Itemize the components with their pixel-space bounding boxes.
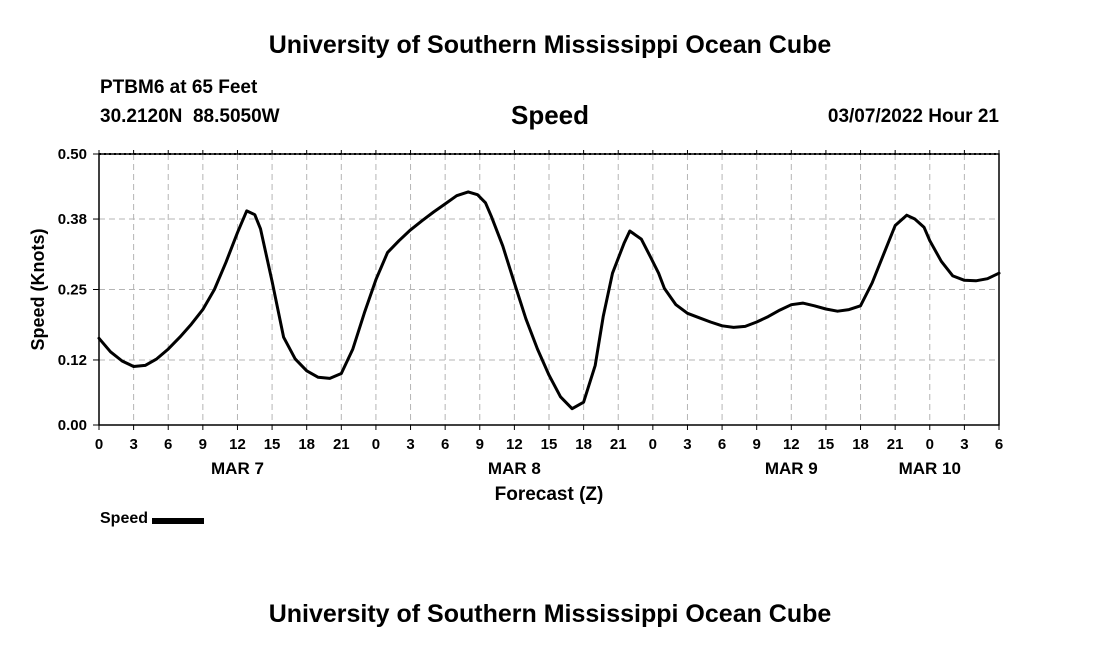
speed-series-line [97, 190, 1001, 411]
legend-label: Speed [100, 510, 149, 527]
y-tick-label: 0.00 [58, 417, 87, 434]
footer-title: University of Southern Mississippi Ocean… [268, 600, 832, 628]
axes: 0 3 6 9 12 15 18 21 0 3 6 9 12 15 18 21 0 3 6 9 12 15 18 21 0 3 6 0… [58, 146, 1003, 478]
x-tick-label: 15 [264, 436, 281, 453]
variable-title: Speed [510, 100, 590, 130]
x-tick-label: 21 [887, 436, 904, 453]
legend: Speed [100, 510, 205, 528]
grid [99, 154, 999, 425]
date-label: MAR 9 [765, 459, 818, 478]
x-tick-label: 0 [372, 436, 380, 453]
x-tick-label: 21 [610, 436, 627, 453]
forecast-datetime: 03/07/2022 Hour 21 [827, 106, 999, 127]
y-tick-label: 0.38 [58, 211, 87, 228]
x-tick-label: 15 [541, 436, 558, 453]
chart-title: University of Southern Mississippi Ocean… [268, 31, 832, 59]
latitude: 30.2120N [100, 106, 183, 127]
x-tick-label: 6 [995, 436, 1003, 453]
x-tick-label: 6 [441, 436, 449, 453]
x-tick-label: 9 [199, 436, 207, 453]
x-tick-label: 6 [718, 436, 726, 453]
x-tick-label: 0 [95, 436, 103, 453]
x-tick-label: 12 [506, 436, 523, 453]
date-label: MAR 8 [488, 459, 541, 478]
date-label: MAR 7 [211, 459, 264, 478]
y-tick-label: 0.12 [58, 352, 87, 369]
x-tick-label: 3 [683, 436, 691, 453]
x-tick-label: 6 [164, 436, 172, 453]
x-axis-label: Forecast (Z) [495, 484, 604, 505]
x-tick-label: 9 [753, 436, 761, 453]
y-tick-label: 0.25 [58, 282, 87, 299]
longitude: 88.5050W [192, 106, 280, 127]
x-tick-label: 0 [649, 436, 657, 453]
x-tick-label: 3 [129, 436, 137, 453]
station-label: PTBM6 at 65 Feet [100, 77, 258, 98]
station-coordinates: 30.2120N 88.5050W [100, 106, 280, 128]
x-tick-label: 18 [298, 436, 315, 453]
x-tick-label: 12 [229, 436, 246, 453]
legend-line-swatch [152, 517, 205, 524]
x-tick-label: 3 [960, 436, 968, 453]
x-tick-label: 18 [575, 436, 592, 453]
x-tick-label: 15 [818, 436, 835, 453]
x-tick-label: 9 [476, 436, 484, 453]
x-tick-label: 3 [406, 436, 414, 453]
date-label: MAR 10 [899, 459, 961, 478]
x-tick-label: 18 [852, 436, 869, 453]
y-axis-label: Speed (Knots) [28, 228, 48, 350]
y-tick-label: 0.50 [58, 146, 87, 163]
x-tick-label: 21 [333, 436, 350, 453]
x-tick-label: 0 [926, 436, 934, 453]
x-tick-label: 12 [783, 436, 800, 453]
